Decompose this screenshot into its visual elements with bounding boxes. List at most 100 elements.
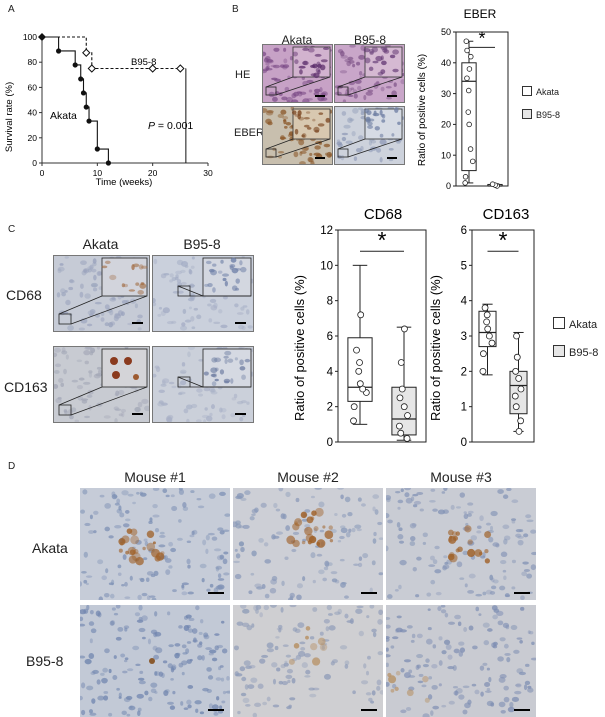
cell-nucleus bbox=[171, 505, 178, 512]
cell-nucleus bbox=[168, 644, 174, 648]
survival-chart: Survival rate (%) 0 20 40 60 80 100 0 10 20 30 T… bbox=[4, 32, 213, 188]
cell-nucleus bbox=[236, 312, 244, 315]
cell-nucleus bbox=[114, 502, 120, 506]
cell-nucleus bbox=[430, 710, 434, 716]
akata-data-point bbox=[356, 380, 364, 388]
cell-nucleus bbox=[470, 535, 478, 541]
cell-nucleus bbox=[90, 282, 98, 288]
cell-nucleus bbox=[146, 571, 154, 576]
cell-nucleus bbox=[181, 584, 185, 589]
cell-nucleus bbox=[181, 584, 185, 590]
cell-nucleus bbox=[167, 611, 171, 616]
cell-nucleus bbox=[167, 701, 174, 705]
cell-nucleus bbox=[221, 648, 228, 654]
cell-nucleus bbox=[480, 691, 484, 697]
cell-nucleus bbox=[207, 532, 215, 536]
cell-nucleus bbox=[180, 260, 189, 267]
b958-data-point bbox=[404, 412, 411, 419]
cell-nucleus bbox=[357, 85, 362, 91]
cell-nucleus bbox=[103, 415, 111, 419]
cell-nucleus bbox=[138, 264, 144, 270]
cell-nucleus bbox=[448, 621, 456, 625]
cell-nucleus bbox=[266, 696, 271, 702]
cell-nucleus bbox=[93, 530, 97, 534]
cell-nucleus bbox=[180, 325, 188, 331]
cell-nucleus bbox=[89, 712, 97, 716]
cell-nucleus bbox=[297, 622, 305, 629]
cell-nucleus bbox=[111, 607, 116, 611]
box-y-tick-label: 4 bbox=[461, 296, 468, 308]
cell-nucleus bbox=[190, 490, 195, 494]
cell-nucleus bbox=[104, 503, 112, 509]
akata-data-point bbox=[350, 417, 357, 425]
b958-data-point bbox=[396, 394, 404, 402]
cell-nucleus bbox=[230, 257, 237, 263]
cell-nucleus bbox=[234, 573, 242, 580]
cell-nucleus bbox=[208, 386, 215, 393]
survival-y-tick-label: 20 bbox=[28, 133, 38, 143]
cell-nucleus bbox=[114, 524, 122, 529]
cell-nucleus bbox=[132, 501, 136, 505]
cell-nucleus bbox=[376, 147, 382, 153]
cell-nucleus bbox=[386, 497, 391, 503]
cell-nucleus bbox=[210, 391, 218, 395]
cell-nucleus bbox=[520, 595, 525, 600]
brown-stain-spot bbox=[301, 540, 306, 545]
cell-nucleus bbox=[299, 161, 306, 164]
cell-nucleus bbox=[109, 309, 114, 316]
cell-nucleus bbox=[304, 509, 311, 513]
cell-nucleus bbox=[100, 672, 105, 676]
cell-nucleus bbox=[340, 525, 346, 529]
brown-stain-spot bbox=[388, 675, 397, 684]
cell-nucleus bbox=[374, 126, 380, 131]
survival-x-tick-label: 0 bbox=[40, 168, 45, 178]
cell-nucleus bbox=[54, 347, 62, 353]
cell-nucleus bbox=[334, 512, 338, 517]
cell-nucleus bbox=[199, 711, 205, 715]
cell-nucleus bbox=[468, 573, 476, 579]
cell-nucleus bbox=[453, 648, 460, 654]
cell-nucleus bbox=[318, 569, 325, 575]
cell-nucleus bbox=[242, 524, 250, 529]
cell-nucleus bbox=[104, 648, 110, 654]
b958-survival-point bbox=[176, 64, 185, 73]
cell-nucleus bbox=[170, 494, 175, 498]
cell-nucleus bbox=[425, 658, 430, 663]
cell-nucleus bbox=[279, 64, 285, 68]
cell-nucleus bbox=[236, 621, 244, 626]
cell-nucleus bbox=[499, 585, 506, 591]
cell-nucleus bbox=[185, 614, 192, 619]
significance-star: * bbox=[378, 227, 387, 253]
cell-nucleus bbox=[322, 577, 327, 582]
cell-nucleus bbox=[411, 633, 416, 639]
cell-nucleus bbox=[83, 269, 88, 273]
cell-nucleus bbox=[356, 61, 361, 66]
cd68-boxplot: CD68 Ratio of positive cells (%) 0 2 4 6 8 10… bbox=[292, 206, 427, 449]
cell-nucleus bbox=[321, 645, 325, 650]
survival-y-tick-label: 60 bbox=[28, 82, 38, 92]
cell-nucleus bbox=[309, 152, 313, 156]
cell-nucleus bbox=[64, 256, 69, 259]
cell-nucleus bbox=[441, 704, 447, 708]
cell-nucleus bbox=[91, 268, 97, 273]
cell-nucleus bbox=[249, 516, 255, 521]
cell-nucleus bbox=[108, 535, 114, 539]
brown-stain-spot bbox=[317, 637, 326, 646]
cell-nucleus bbox=[176, 279, 182, 284]
cell-nucleus bbox=[323, 47, 330, 50]
cell-nucleus bbox=[427, 626, 432, 631]
cell-nucleus bbox=[440, 605, 446, 608]
survival-y-tick-label: 40 bbox=[28, 108, 38, 118]
cell-nucleus bbox=[482, 591, 487, 596]
brown-stain-spot bbox=[304, 526, 313, 536]
box-y-tick-label: 50 bbox=[441, 27, 451, 37]
cell-nucleus bbox=[400, 488, 404, 493]
cell-nucleus bbox=[518, 671, 526, 676]
cell-nucleus bbox=[162, 660, 168, 664]
cell-nucleus bbox=[486, 667, 490, 671]
cell-nucleus bbox=[326, 605, 332, 611]
cell-nucleus bbox=[239, 366, 246, 371]
cell-nucleus bbox=[299, 69, 303, 75]
cell-nucleus bbox=[168, 381, 175, 385]
cell-nucleus bbox=[214, 645, 219, 651]
